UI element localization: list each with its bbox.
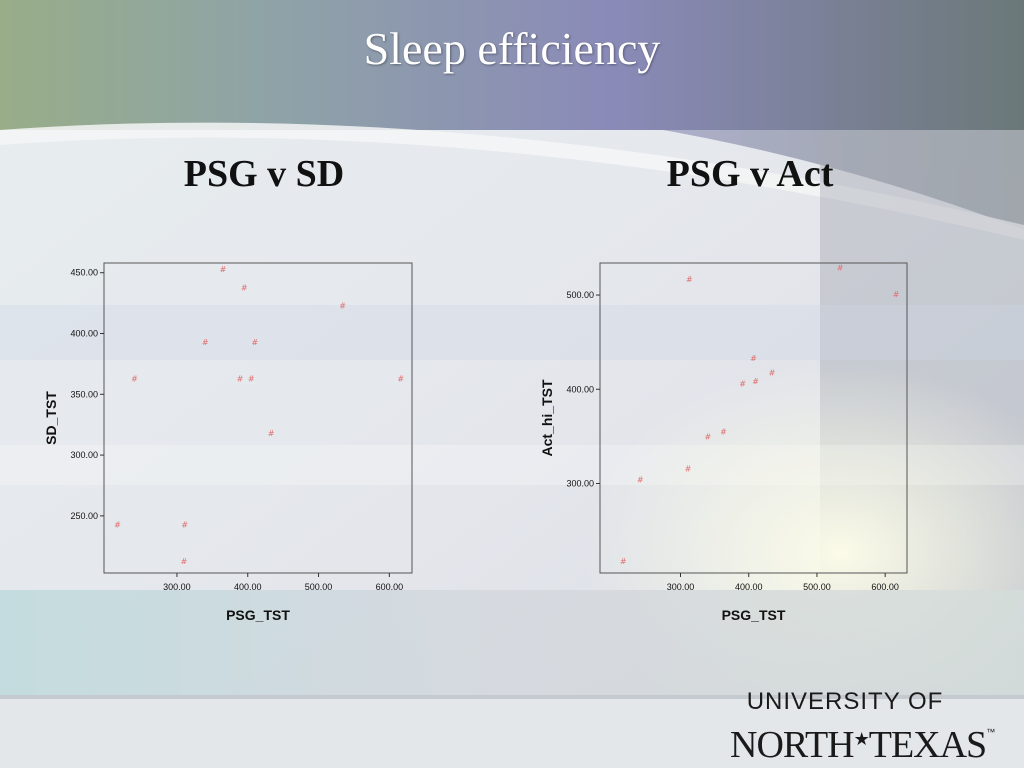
act-chart-x-tick-label: 500.00 — [803, 582, 831, 592]
sd-chart-point: # — [397, 374, 404, 383]
logo-texas: TEXAS — [868, 724, 987, 766]
act-chart-x-tick-label: 600.00 — [871, 582, 899, 592]
sd-chart-point: # — [181, 557, 188, 566]
sd-chart-y-axis-label: SD_TST — [43, 391, 59, 445]
sd-chart-y-tick-label: 400.00 — [70, 329, 98, 339]
logo-north: NORTH — [730, 724, 855, 766]
act-chart-point: # — [685, 464, 692, 473]
sd-chart-point: # — [202, 338, 209, 347]
sd-chart-y-tick-label: 300.00 — [70, 450, 98, 460]
unt-logo: UNIVERSITY OF NORTH★TEXAS™ — [730, 688, 1010, 766]
act-chart-point: # — [769, 368, 776, 377]
sd-chart-point: # — [241, 283, 248, 292]
sd-chart-point: # — [131, 374, 138, 383]
sd-chart-x-tick-label: 500.00 — [305, 582, 333, 592]
act-chart-point: # — [637, 476, 644, 485]
act-chart-x-axis-label: PSG_TST — [722, 607, 786, 623]
sd-chart-point: # — [248, 374, 255, 383]
act-chart-plot-frame — [599, 262, 908, 574]
logo-university-of: UNIVERSITY OF — [746, 688, 944, 715]
act-chart-y-tick-label: 400.00 — [566, 384, 594, 394]
sd-chart-plot-frame — [103, 262, 413, 574]
act-chart-point: # — [720, 428, 727, 437]
chart-title-psg-v-act: PSG v Act — [666, 153, 834, 195]
sd-chart-point: # — [251, 338, 258, 347]
act-chart-point: # — [750, 354, 757, 363]
sd-chart-x-tick-label: 600.00 — [376, 582, 404, 592]
act-chart-y-axis-label: Act_hi_TST — [539, 379, 555, 456]
sd-chart-y-tick-label: 450.00 — [70, 268, 98, 278]
sd-chart-point: # — [114, 520, 121, 529]
sd-chart-point: # — [237, 374, 244, 383]
act-chart-point: # — [620, 557, 627, 566]
sd-chart-point: # — [339, 302, 346, 311]
sd-chart-x-tick-label: 400.00 — [234, 582, 262, 592]
act-chart-point: # — [837, 264, 844, 273]
act-chart-y-tick-label: 300.00 — [566, 478, 594, 488]
logo-north-texas: NORTH★TEXAS™ — [730, 714, 1010, 766]
sd-chart-y-tick-label: 350.00 — [70, 389, 98, 399]
sd-chart-x-tick-label: 300.00 — [163, 582, 191, 592]
act-chart-x-tick-label: 300.00 — [667, 582, 695, 592]
act-chart-x-tick-label: 400.00 — [735, 582, 763, 592]
sd-chart-point: # — [181, 520, 188, 529]
logo-star-icon: ★ — [853, 729, 870, 749]
slide-title: Sleep efficiency — [363, 23, 661, 74]
act-chart-point: # — [739, 380, 746, 389]
sd-chart-point: # — [268, 429, 275, 438]
sd-chart-point: # — [220, 265, 227, 274]
logo-trademark: ™ — [986, 727, 995, 737]
scatter-chart-psg-v-act: 300.00 400.00 500.00 600.00 300.00 400.00 500.… — [539, 262, 908, 623]
act-chart-y-tick-label: 500.00 — [566, 290, 594, 300]
sd-chart-y-tick-label: 250.00 — [70, 511, 98, 521]
chart-title-psg-v-sd: PSG v SD — [183, 153, 345, 195]
scatter-chart-psg-v-sd: 300.00 400.00 500.00 600.00 250.00 300.00 350.… — [43, 262, 413, 623]
act-chart-point: # — [704, 432, 711, 441]
act-chart-point: # — [686, 275, 693, 284]
act-chart-point: # — [752, 377, 759, 386]
sd-chart-x-axis-label: PSG_TST — [226, 607, 290, 623]
act-chart-point: # — [893, 290, 900, 299]
